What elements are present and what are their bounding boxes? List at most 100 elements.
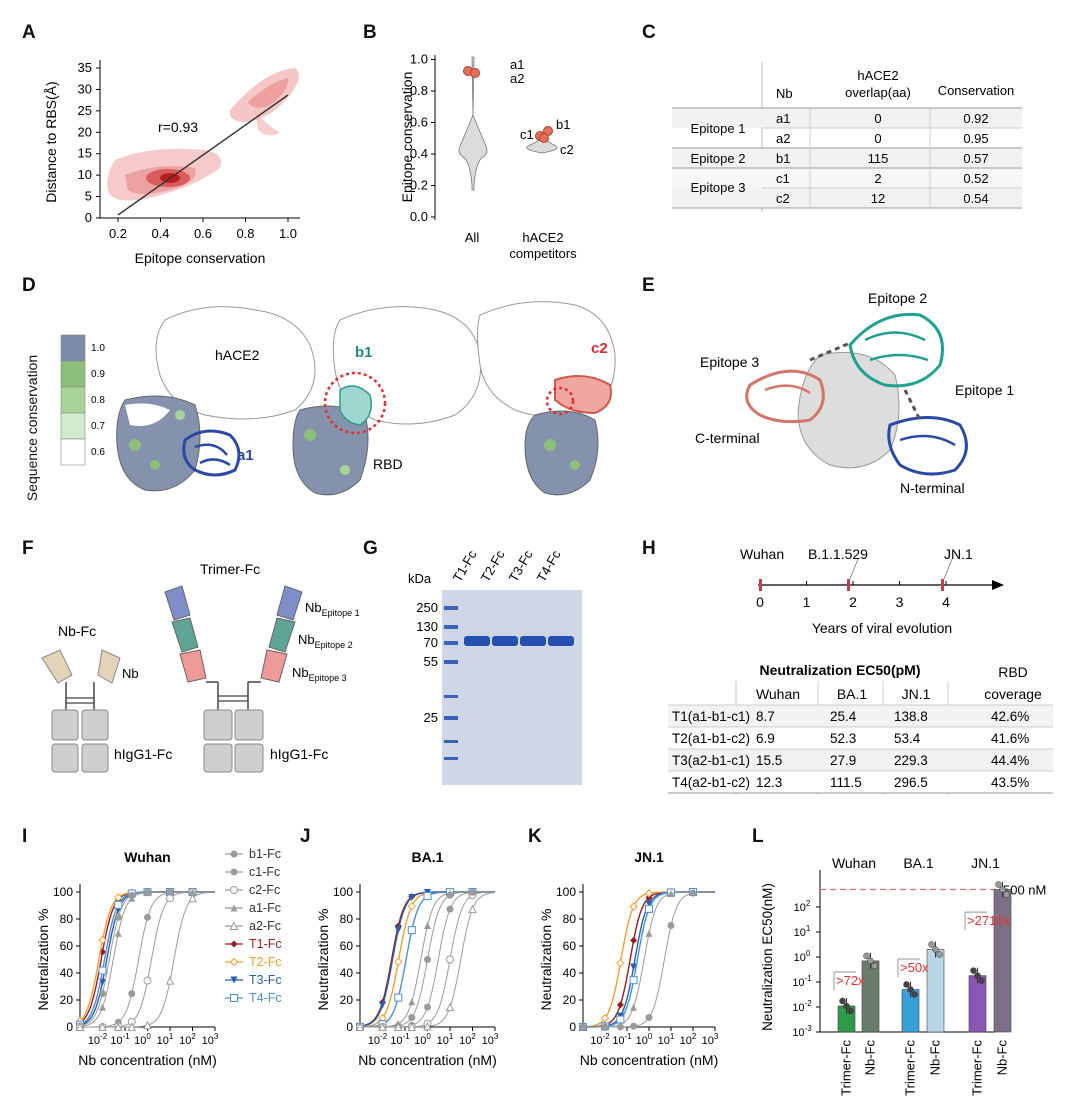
curve-a2-Fc [80,891,215,1028]
panel-letter-a: A [22,22,36,43]
x-tick-label: 101 [157,1032,174,1047]
panel-letter-h: H [642,538,656,559]
data-point [99,990,106,998]
colorbar-segment [60,386,86,414]
cell-nb: c2 [776,191,790,206]
header-nb: Nb [776,86,793,101]
ec50-cell: 41.6% [991,731,1029,746]
data-point [355,1022,365,1031]
svg-text:NbEpitope 3: NbEpitope 3 [292,665,347,683]
data-point [408,998,416,1006]
data-point [469,888,476,896]
bar-point [995,881,1002,888]
bar-point [843,1002,850,1010]
marker-label: 250 [416,600,438,615]
y-tick-label: 0 [85,210,92,225]
y-tick-label: 100 [556,885,576,899]
x-tick-label: 103 [482,1032,499,1047]
group-label: JN.1 [971,855,1000,871]
panel-letter-l: L [752,826,764,847]
reference-label: 500 nM [1003,883,1046,898]
x-tick-label: 100 [414,1032,431,1047]
data-point [446,889,454,897]
x-tick-label: 10-2 [590,1032,610,1047]
ec50-cell: 12.3 [756,775,782,790]
legend-item: c2-Fc [225,883,280,897]
ec50-cell: 229.3 [894,753,928,768]
data-point [98,966,107,975]
lane-t3: T3-Fc [506,547,536,584]
y-tick-label: 20 [78,124,92,139]
panel-b-chart: 0.0 0.2 0.4 0.6 0.8 1.0 a1 a2 b1 c1 c2 All hA… [399,52,577,262]
y-tick-label: 20 [60,993,74,1007]
x-axis-label: Nb concentration (nM) [358,1052,497,1068]
curve-c1-Fc [80,891,215,1028]
marker-band [444,716,458,720]
y-tick-label: 0 [346,1020,353,1034]
group-hace2: hACE2 [522,230,563,245]
x-axis-label: Epitope conservation [135,250,266,266]
data-point [166,888,174,896]
data-point [424,956,431,963]
y-tick-label: 0.0 [410,209,428,224]
legend-item: T3-Fc [225,973,282,987]
y-tick-label: 60 [60,939,74,953]
data-point [579,1023,587,1031]
marker-label: 55 [424,654,438,669]
data-point [616,1023,624,1031]
legend-label: T2-Fc [249,955,282,969]
bar-point [932,946,939,953]
label-n-terminal: N-terminal [900,480,965,496]
kda-label: kDa [408,571,432,586]
label-a1: a1 [237,447,254,464]
group-epitope1: Epitope 1 [691,121,746,136]
x-tick-label: 10-2 [88,1032,108,1047]
marker-band [444,757,458,760]
fold-change-label: >2716x [967,913,1011,928]
legend-label: T1-Fc [249,937,282,951]
curve-a1-Fc [79,891,215,1027]
y-axis-label: Neutralization % [35,909,51,1011]
timeline-tick: 4 [942,594,950,610]
label-epitope3: Epitope 3 [700,354,759,370]
cell-nb: c1 [776,171,790,186]
data-point [645,929,653,937]
x-tick-label: 101 [437,1032,454,1047]
x-tick-label: 101 [658,1032,675,1047]
row-label: T3(a2-b1-c1) [672,753,750,768]
ec50-table: Wuhan BA.1 JN.1 coverage T1(a1-b1-c1) 8.7 25.4… [668,681,1053,795]
ec50-cell: 27.9 [830,753,856,768]
legend-item: T2-Fc [225,955,282,969]
chart-title: JN.1 [634,849,664,865]
y-tick-label: 101 [794,924,811,939]
y-tick-label: 0 [569,1020,576,1034]
panel-k-chart: JN.1 0 20 40 60 80 100 10-2 10-1 100 101 102 103 Nb c… [538,849,719,1068]
panel-e-structure: Epitope 2 Epitope 3 Epitope 1 C-terminal… [695,290,1014,496]
fold-change-label: >72x [836,973,865,988]
x-tick-label: Trimer-Fc [839,1040,854,1096]
svg-text:NbEpitope 1: NbEpitope 1 [305,600,360,618]
y-tick-label: 40 [563,966,577,980]
chart-title: Wuhan [124,849,170,865]
colorbar-segment [60,438,86,466]
fit-line [117,94,289,216]
label-nbfc: Nb-Fc [58,623,96,639]
label-b1: b1 [556,117,570,132]
lane-t4: T4-Fc [534,547,564,584]
y-tick-label: 10-2 [792,999,812,1014]
row-label: T4(a2-b1-c2) [672,775,750,790]
data-point [645,904,653,913]
x-tick-label: 103 [202,1032,219,1047]
band-t3 [520,636,546,646]
y-tick-label: 20 [340,993,354,1007]
bar-point [839,997,846,1005]
data-point [230,940,238,948]
data-point [629,976,638,985]
x-tick-label: 10-2 [368,1032,388,1047]
row-label: T1(a1-b1-c1) [672,709,750,724]
group-epitope2: Epitope 2 [691,151,746,166]
cell-conservation: 0.57 [963,151,988,166]
label-a2: a2 [510,71,524,86]
cell-overlap: 0 [874,111,881,126]
data-point [143,1020,152,1030]
